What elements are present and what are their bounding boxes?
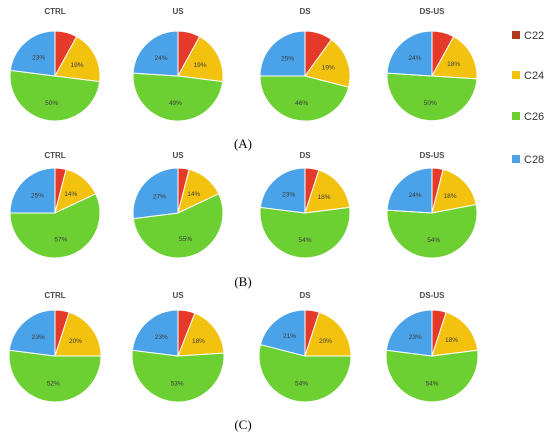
pie-title-b-ds: DS	[299, 151, 311, 160]
slice-label-c-ds-c28: 21%	[283, 333, 296, 340]
slice-label-b-ds-c26: 54%	[298, 237, 311, 244]
pie-title-a-ctrl: CTRL	[44, 7, 65, 16]
slice-label-a-ds-us-c28: 24%	[409, 55, 422, 62]
slice-label-b-us-c24: 14%	[187, 191, 200, 198]
pie-slice-b-ds-c24	[304, 169, 351, 214]
pie-slice-b-ds-c28	[259, 167, 306, 214]
slice-label-a-us-c24: 19%	[194, 62, 207, 69]
pie-slice-a-ctrl-c26	[9, 69, 101, 122]
legend-swatch-c22	[512, 31, 520, 39]
slice-label-a-ds-us-c26: 50%	[424, 100, 437, 107]
pie-slice-a-ds-us-c24	[431, 35, 478, 80]
slice-label-b-ds-us-c24: 18%	[444, 193, 457, 200]
pie-title-c-ctrl: CTRL	[44, 291, 65, 300]
pie-title-a-ds-us: DS-US	[420, 7, 446, 16]
slice-label-b-ds-c24: 18%	[318, 194, 331, 201]
legend: C22 C24 C26 C28	[512, 30, 544, 166]
pie-title-a-ds: DS	[299, 7, 311, 16]
slice-label-c-ds-us-c26: 54%	[425, 381, 438, 388]
legend-label-c24: C24	[524, 70, 544, 82]
pie-slice-a-ds-us-c26	[386, 72, 478, 122]
pie-slice-a-ds-c28	[259, 30, 306, 77]
slice-label-a-ds-us-c24: 18%	[447, 61, 460, 68]
slice-label-b-ds-c28: 23%	[282, 191, 295, 198]
slice-label-a-ds-c28: 25%	[281, 56, 294, 63]
pie-slice-c-ds-c28	[259, 309, 306, 357]
pie-slice-c-ctrl-c28	[8, 309, 56, 357]
pie-title-c-ds: DS	[299, 291, 311, 300]
pie-slice-c-ds-us-c24	[431, 311, 479, 357]
legend-swatch-c24	[512, 71, 520, 79]
slice-label-c-ctrl-c28: 23%	[32, 334, 45, 341]
pie-slice-b-ds-us-c24	[431, 168, 477, 214]
pie-slice-a-us-c26	[132, 72, 224, 122]
slice-label-b-ds-us-c28: 24%	[409, 192, 422, 199]
slice-label-b-us-c28: 27%	[153, 194, 166, 201]
pie-title-c-us: US	[172, 291, 184, 300]
slice-label-c-ds-us-c28: 23%	[409, 334, 422, 341]
pie-slice-b-ds-c26	[259, 206, 351, 259]
pie-slice-a-ctrl-c24	[54, 35, 101, 83]
legend-label-c26: C26	[524, 111, 544, 123]
pie-slice-a-us-c28	[132, 30, 179, 77]
legend-swatch-c28	[512, 155, 520, 163]
pie-slice-c-ds-c26	[258, 343, 352, 403]
slice-label-a-ds-c26: 46%	[295, 100, 308, 107]
pie-slice-c-ctrl-c26	[8, 349, 102, 403]
pie-slice-b-us-c28	[132, 167, 179, 220]
slice-label-b-ctrl-c26: 57%	[54, 236, 67, 243]
legend-label-c28: C28	[524, 154, 544, 166]
pie-slice-b-ctrl-c28	[9, 167, 56, 214]
pie-slice-a-ctrl-c28	[9, 30, 56, 77]
pie-slice-b-ds-us-c26	[386, 203, 478, 259]
panel-label-c: (C)	[234, 417, 251, 432]
pie-title-a-us: US	[172, 7, 184, 16]
pie-slice-a-ds-us-c28	[386, 30, 433, 77]
pies-group: CTRL 19% 50% 23% US 19% 49% 24% DS 19% 46% 25% DS-US…	[8, 7, 479, 403]
legend-swatch-c26	[512, 112, 520, 120]
slice-label-b-ds-us-c26: 54%	[427, 237, 440, 244]
slice-label-b-us-c26: 55%	[179, 236, 192, 243]
slice-label-b-ctrl-c28: 25%	[31, 193, 44, 200]
slice-label-c-ctrl-c26: 52%	[47, 381, 60, 388]
pie-title-b-us: US	[172, 151, 184, 160]
pie-slice-c-ds-us-c26	[385, 349, 479, 403]
pie-slice-b-ctrl-c26	[9, 193, 101, 259]
slice-label-c-ds-c24: 20%	[319, 338, 332, 345]
pie-title-c-ds-us: DS-US	[420, 291, 446, 300]
slice-label-a-ctrl-c26: 50%	[45, 100, 58, 107]
panel-label-a: (A)	[234, 136, 252, 151]
pie-slice-b-us-c26	[132, 193, 224, 259]
slice-label-c-ctrl-c24: 20%	[69, 338, 82, 345]
pie-slice-a-ds-c24	[304, 38, 351, 88]
slice-label-c-us-c24: 18%	[192, 338, 205, 345]
slice-label-a-ctrl-c28: 23%	[32, 54, 45, 61]
pie-title-b-ds-us: DS-US	[420, 151, 446, 160]
pie-slice-c-us-c26	[131, 349, 225, 403]
pie-slice-c-us-c28	[131, 309, 179, 357]
pie-slice-c-ds-c24	[304, 311, 352, 357]
slice-label-a-us-c26: 49%	[169, 100, 182, 107]
pie-slice-c-us-c24	[177, 312, 225, 357]
pie-slice-a-us-c24	[177, 35, 224, 83]
pie-slice-c-ds-us-c28	[385, 309, 433, 357]
slice-label-c-ds-c26: 54%	[295, 380, 308, 387]
slice-label-b-ctrl-c24: 14%	[64, 191, 77, 198]
panel-label-b: (B)	[234, 274, 251, 289]
pie-slice-b-ds-us-c28	[386, 167, 433, 214]
slice-label-a-us-c28: 24%	[155, 55, 168, 62]
slice-label-c-us-c26: 53%	[171, 381, 184, 388]
legend-label-c22: C22	[524, 30, 544, 42]
slice-label-c-ds-us-c24: 18%	[445, 337, 458, 344]
slice-label-a-ctrl-c24: 19%	[71, 62, 84, 69]
slice-label-c-us-c28: 23%	[155, 334, 168, 341]
slice-label-a-ds-c24: 19%	[322, 65, 335, 72]
pie-slice-a-ds-c26	[259, 75, 350, 122]
pie-title-b-ctrl: CTRL	[44, 151, 65, 160]
pie-slice-c-ctrl-c24	[54, 311, 102, 357]
